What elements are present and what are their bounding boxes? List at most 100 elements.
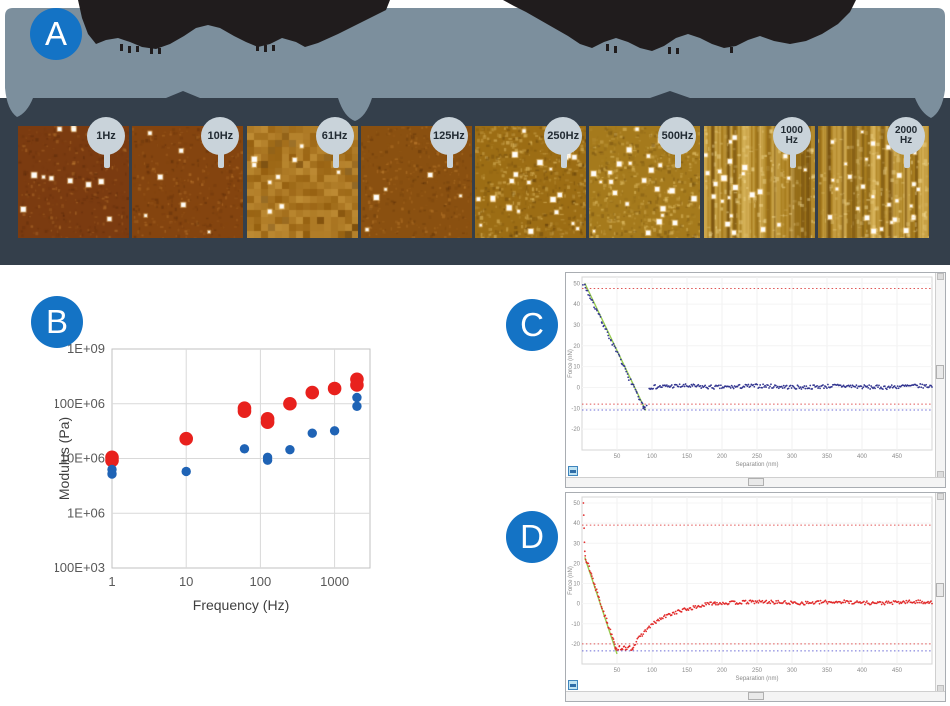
afm-image-2000hz: 2000 Hz xyxy=(818,117,930,238)
force-curve-window-c: 50 100 150 200 250 300 350 400 450 -20 -10 0 10 20 30 4… xyxy=(565,272,946,488)
afm-image-1hz: 1Hz xyxy=(18,117,129,238)
data-point-blue-modulus xyxy=(107,469,117,479)
brace-pointer-right xyxy=(650,91,690,98)
afm-image-61hz: 61Hz xyxy=(246,117,358,238)
data-point-red-modulus xyxy=(260,415,275,430)
frequency-badge-label: 125Hz xyxy=(432,129,465,142)
afm-image-125hz: 125Hz xyxy=(360,117,472,238)
svg-text:200: 200 xyxy=(717,454,728,460)
panel-label-b: B xyxy=(31,296,83,348)
scroll-arrow-up-icon[interactable] xyxy=(937,273,944,280)
frequency-badge: 1Hz xyxy=(87,117,125,155)
svg-text:100: 100 xyxy=(647,668,658,674)
data-point-blue-modulus xyxy=(181,466,191,477)
svg-text:Modulus (Pa): Modulus (Pa) xyxy=(56,417,72,500)
data-point-blue-modulus xyxy=(239,444,250,454)
brace-pointer-left xyxy=(166,91,200,98)
frequency-badge-stem xyxy=(561,146,568,168)
modulus-frequency-chart: 1 10 100 1000 1E+09 100E+06 10E+06 1E+06 100E+03… xyxy=(53,330,455,620)
svg-text:-20: -20 xyxy=(571,427,580,433)
data-point-blue-modulus xyxy=(352,392,362,403)
afm-image-1000hz: 1000 Hz xyxy=(703,117,815,238)
panel-label-d: D xyxy=(506,511,558,563)
svg-text:40: 40 xyxy=(573,302,580,308)
scroll-arrow-up-icon[interactable] xyxy=(937,493,944,500)
svg-text:350: 350 xyxy=(822,454,833,460)
svg-text:10: 10 xyxy=(573,365,580,371)
afm-image-250hz: 250Hz xyxy=(475,117,587,238)
frequency-badge-stem xyxy=(332,146,339,168)
plot-corner-icon[interactable] xyxy=(568,680,578,690)
scrollbar-handle[interactable] xyxy=(747,692,764,700)
svg-text:Force (nN): Force (nN) xyxy=(568,349,574,378)
force-curve-svg: 50 100 150 200 250 300 350 400 450 -20 -10 0 10 20 30 4… xyxy=(568,496,933,682)
svg-text:20: 20 xyxy=(573,344,580,350)
svg-text:1E+09: 1E+09 xyxy=(67,341,105,356)
scrollbar-handle[interactable] xyxy=(936,582,944,597)
svg-text:50: 50 xyxy=(573,501,580,507)
horizontal-scrollbar[interactable] xyxy=(566,691,945,701)
force-curve-svg: 50 100 150 200 250 300 350 400 450 -20 -10 0 10 20 30 4… xyxy=(568,276,933,468)
svg-text:10E+06: 10E+06 xyxy=(60,451,105,466)
svg-text:1000: 1000 xyxy=(320,574,349,589)
svg-text:300: 300 xyxy=(787,454,798,460)
svg-text:250: 250 xyxy=(752,668,763,674)
svg-text:50: 50 xyxy=(573,281,580,287)
plot-corner-icon[interactable] xyxy=(568,466,578,476)
frequency-badge: 125Hz xyxy=(429,117,468,155)
svg-text:300: 300 xyxy=(787,668,798,674)
data-point-blue-modulus xyxy=(307,428,317,438)
vertical-scrollbar[interactable] xyxy=(935,273,945,478)
data-point-red-modulus xyxy=(327,381,342,396)
frequency-badge-label: Hz xyxy=(899,135,913,146)
frequency-badge-label: 500Hz xyxy=(661,129,694,142)
scrollbar-handle[interactable] xyxy=(747,478,764,486)
vertical-scrollbar[interactable] xyxy=(935,493,945,692)
data-point-red-modulus xyxy=(350,378,364,392)
frequency-badge-stem xyxy=(104,146,110,168)
frequency-badge-stem xyxy=(218,146,225,168)
svg-text:-10: -10 xyxy=(571,406,580,412)
afm-image-10hz: 10Hz xyxy=(132,117,244,238)
frequency-badge-label: 10Hz xyxy=(207,129,234,142)
data-point-blue-modulus xyxy=(262,455,273,465)
banner-text-blob-left xyxy=(78,0,390,54)
svg-text:50: 50 xyxy=(614,668,621,674)
svg-text:400: 400 xyxy=(857,454,868,460)
svg-text:Separation (nm): Separation (nm) xyxy=(735,462,778,468)
svg-text:Force (nN): Force (nN) xyxy=(568,566,574,595)
svg-text:100: 100 xyxy=(647,454,658,460)
frequency-badge: 2000 Hz xyxy=(887,117,926,155)
frequency-badge: 61Hz xyxy=(315,117,354,155)
afm-image-strip: 1Hz 10Hz 61Hz 125Hz 250Hz 500Hz 1000 Hz 2000 Hz xyxy=(18,117,932,238)
svg-text:30: 30 xyxy=(573,323,580,329)
panel-label-c: C xyxy=(506,299,558,351)
frequency-badge-label: 1Hz xyxy=(96,129,116,142)
scrollbar-handle[interactable] xyxy=(936,365,944,380)
svg-text:350: 350 xyxy=(822,668,833,674)
scatter-chart-svg: 1 10 100 1000 1E+09 100E+06 10E+06 1E+06 100E+03… xyxy=(53,341,371,613)
frequency-badge-label: 250Hz xyxy=(547,129,580,142)
force-plot-d: 50 100 150 200 250 300 350 400 450 -20 -10 0 10 20 30 4… xyxy=(566,493,936,697)
force-curve-window-d: 50 100 150 200 250 300 350 400 450 -20 -10 0 10 20 30 4… xyxy=(565,492,946,702)
svg-text:Separation (nm): Separation (nm) xyxy=(735,676,778,682)
frequency-badge-label: 2000 xyxy=(894,125,918,136)
svg-text:0: 0 xyxy=(577,385,581,391)
svg-text:100E+06: 100E+06 xyxy=(55,396,105,411)
data-point-blue-modulus xyxy=(352,401,362,411)
data-point-blue-modulus xyxy=(285,444,295,455)
afm-image-500hz: 500Hz xyxy=(589,117,701,238)
svg-text:200: 200 xyxy=(717,668,728,674)
svg-text:1: 1 xyxy=(108,574,115,589)
svg-text:100E+03: 100E+03 xyxy=(55,560,105,575)
frequency-badge-stem xyxy=(789,146,796,168)
frequency-badge-stem xyxy=(675,146,682,168)
frequency-badge: 10Hz xyxy=(201,117,240,155)
panel-label-a: A xyxy=(30,8,82,60)
svg-text:150: 150 xyxy=(682,668,693,674)
banner-text-blob-right xyxy=(503,0,856,54)
frequency-badge-label: Hz xyxy=(785,135,798,146)
svg-text:150: 150 xyxy=(682,454,693,460)
horizontal-scrollbar[interactable] xyxy=(566,477,945,487)
